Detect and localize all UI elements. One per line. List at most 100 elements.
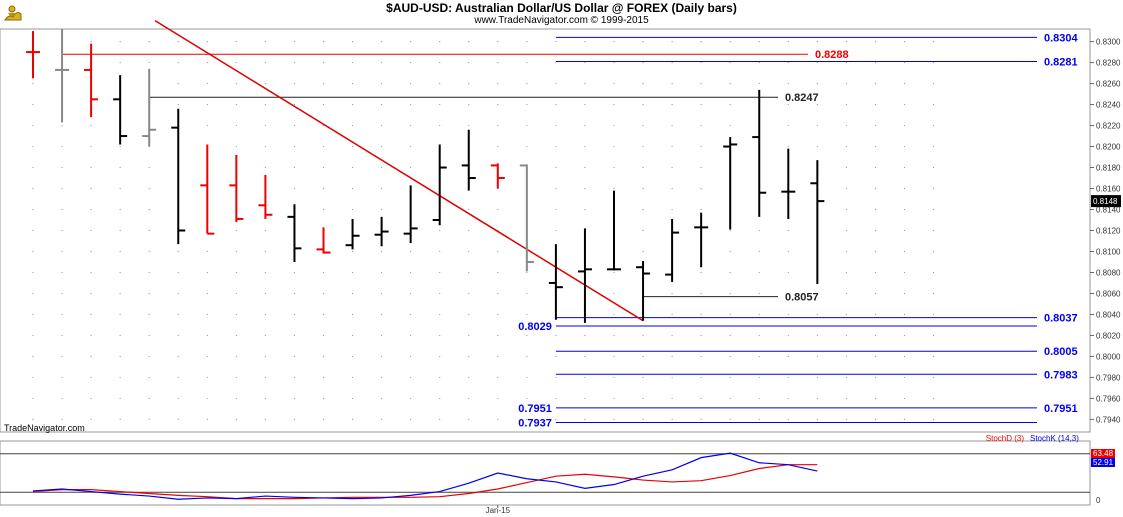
grid-dot	[729, 103, 731, 106]
stochk-value-label: 52.91	[1093, 458, 1114, 467]
grid-dot	[932, 103, 935, 106]
grid-dot	[903, 229, 906, 232]
grid-dot	[90, 271, 92, 274]
grid-dot	[787, 229, 789, 232]
y-tick-label: 0.8220	[1096, 122, 1121, 131]
grid-dot	[235, 124, 237, 127]
grid-dot	[700, 103, 702, 106]
grid-dot	[119, 187, 121, 190]
grid-dot	[177, 103, 179, 106]
grid-dot	[700, 187, 702, 190]
grid-dot	[206, 124, 208, 127]
grid-dot	[32, 355, 34, 358]
grid-dot	[555, 124, 557, 127]
grid-dot	[845, 40, 848, 43]
grid-dot	[148, 334, 150, 337]
grid-dot	[32, 397, 34, 400]
ohlc-bar	[432, 144, 447, 226]
grid-dot	[90, 208, 92, 211]
grid-dot	[613, 145, 615, 148]
grid-dot	[206, 250, 208, 253]
grid-dot	[119, 208, 121, 211]
grid-dot	[148, 187, 150, 190]
grid-dot	[410, 61, 412, 64]
level-label-left: 0.7951	[518, 403, 552, 415]
grid-dot	[758, 271, 760, 274]
price-axis: 0.8300 0.8280 0.8260 0.8240 0.8220 0.8200 0.81…	[1090, 38, 1121, 424]
grid-dot	[264, 250, 266, 253]
grid-dot	[264, 376, 266, 379]
grid-dot	[61, 334, 63, 337]
grid-dot	[729, 61, 731, 64]
grid-dot	[148, 292, 150, 295]
grid-dot	[932, 40, 935, 43]
grid-dot	[439, 292, 441, 295]
grid-dot	[497, 40, 499, 43]
grid-dot	[497, 292, 499, 295]
y-tick-label: 0.8060	[1096, 289, 1121, 298]
grid-dot	[874, 208, 877, 211]
grid-dot	[584, 418, 586, 421]
grid-dot	[119, 292, 121, 295]
grid-dot	[903, 397, 906, 400]
grid-dot	[90, 334, 92, 337]
grid-dot	[468, 418, 470, 421]
grid-dot	[613, 313, 615, 316]
grid-dot	[61, 376, 63, 379]
grid-dot	[671, 145, 673, 148]
grid-dot	[148, 250, 150, 253]
ohlc-bar	[316, 227, 331, 254]
grid-dot	[439, 82, 441, 85]
y-tick-label: 0.8200	[1096, 143, 1121, 152]
grid-dot	[322, 103, 325, 106]
grid-dot	[90, 250, 92, 253]
grid-dot	[613, 355, 615, 358]
ohlc-bar	[577, 228, 592, 323]
grid-dot	[816, 82, 818, 85]
ohlc-bar	[258, 174, 273, 219]
grid-dot	[874, 418, 877, 421]
grid-dot	[845, 208, 848, 211]
grid-dot	[613, 187, 615, 190]
grid-dot	[729, 355, 731, 358]
grid-dot	[526, 313, 528, 316]
grid-dot	[177, 292, 179, 295]
grid-dot	[758, 355, 760, 358]
grid-dot	[264, 40, 266, 43]
grid-dot	[90, 418, 92, 421]
grid-dot	[700, 418, 702, 421]
grid-dot	[439, 124, 441, 127]
trendline	[154, 19, 644, 322]
y-tick-label: 0.8300	[1096, 38, 1121, 47]
ohlc-bar	[229, 154, 244, 223]
grid-dot	[584, 166, 586, 169]
grid-dot	[439, 418, 441, 421]
grid-dot	[526, 124, 528, 127]
grid-dot	[874, 145, 877, 148]
grid-dot	[322, 166, 325, 169]
grid-dot	[584, 82, 586, 85]
grid-dot	[671, 166, 673, 169]
grid-dot	[468, 355, 470, 358]
grid-dot	[468, 397, 470, 400]
grid-dot	[381, 376, 383, 379]
grid-dot	[381, 250, 383, 253]
grid-dot	[351, 208, 354, 211]
grid-dot	[700, 40, 702, 43]
stochd-value-box	[1091, 449, 1115, 458]
stochk-line	[32, 452, 818, 500]
grid-dot	[410, 124, 412, 127]
grid-dot	[32, 250, 34, 253]
grid-dot	[32, 208, 34, 211]
grid-dot	[700, 397, 702, 400]
grid-dot	[32, 376, 34, 379]
grid-dot	[903, 40, 906, 43]
grid-dot	[439, 103, 441, 106]
grid-dot	[613, 124, 615, 127]
grid-dot	[613, 40, 615, 43]
grid-dot	[874, 376, 877, 379]
grid-dot	[410, 418, 412, 421]
grid-dot	[555, 103, 557, 106]
ohlc-bar	[403, 185, 418, 244]
